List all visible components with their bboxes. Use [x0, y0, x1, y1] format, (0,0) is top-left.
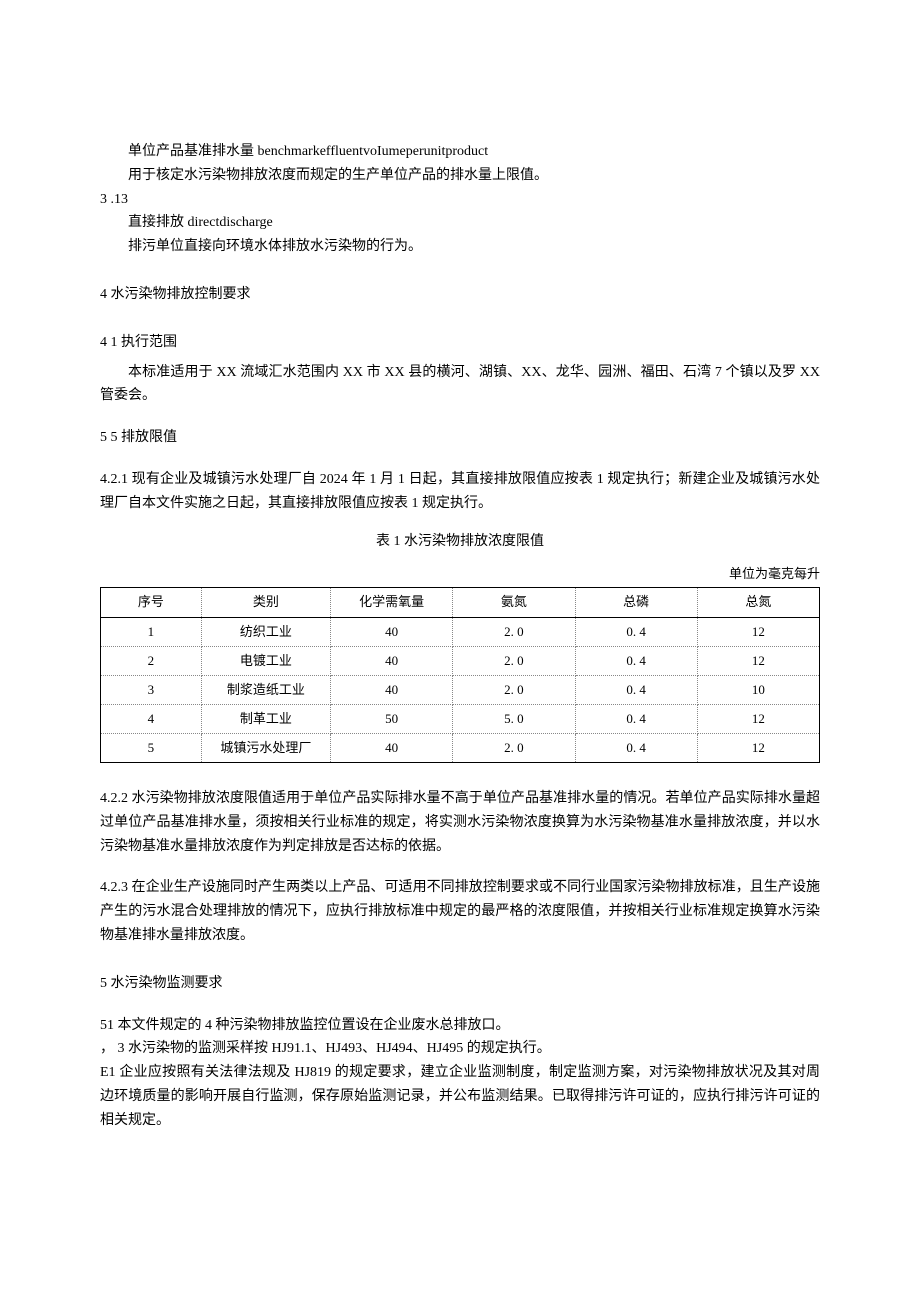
table-cell: 40 [331, 617, 453, 646]
section-5-5-heading: 5 5 排放限值 [100, 426, 820, 450]
table-cell: 0. 4 [575, 646, 697, 675]
table-cell: 0. 4 [575, 617, 697, 646]
table-row: 3制浆造纸工业402. 00. 410 [101, 675, 820, 704]
section-5-title: 5 水污染物监测要求 [100, 972, 820, 996]
table-col-cod: 化学需氧量 [331, 588, 453, 617]
table-row: 4制革工业505. 00. 412 [101, 704, 820, 733]
table-row: 5城镇污水处理厂402. 00. 412 [101, 733, 820, 762]
table-col-tn: 总氮 [697, 588, 819, 617]
table-cell: 2 [101, 646, 202, 675]
section-4-1-heading: 4 1 执行范围 [100, 331, 820, 355]
table-cell: 0. 4 [575, 733, 697, 762]
table-cell: 40 [331, 675, 453, 704]
table-header-row: 序号 类别 化学需氧量 氨氮 总磷 总氮 [101, 588, 820, 617]
table-cell: 2. 0 [453, 646, 575, 675]
table-cell: 50 [331, 704, 453, 733]
table-cell: 2. 0 [453, 617, 575, 646]
table-1: 序号 类别 化学需氧量 氨氮 总磷 总氮 1纺织工业402. 00. 4122电… [100, 587, 820, 763]
table-cell: 0. 4 [575, 675, 697, 704]
table-cell: 电镀工业 [201, 646, 330, 675]
table-cell: 5 [101, 733, 202, 762]
definition-term-directdischarge: 直接排放 directdischarge [100, 211, 820, 235]
paragraph-5-3: ， 3 水污染物的监测采样按 HJ91.1、HJ493、HJ494、HJ495 … [100, 1037, 820, 1061]
section-4-title: 4 水污染物排放控制要求 [100, 283, 820, 307]
table-1-caption: 表 1 水污染物排放浓度限值 [100, 530, 820, 554]
definition-desc-benchmark: 用于核定水污染物排放浓度而规定的生产单位产品的排水量上限值。 [100, 164, 820, 188]
table-cell: 纺织工业 [201, 617, 330, 646]
table-cell: 40 [331, 733, 453, 762]
table-row: 1纺织工业402. 00. 412 [101, 617, 820, 646]
paragraph-4-2-3: 4.2.3 在企业生产设施同时产生两类以上产品、可适用不同排放控制要求或不同行业… [100, 876, 820, 947]
table-cell: 12 [697, 733, 819, 762]
table-cell: 1 [101, 617, 202, 646]
table-cell: 40 [331, 646, 453, 675]
table-cell: 12 [697, 617, 819, 646]
table-col-nh3n: 氨氮 [453, 588, 575, 617]
table-cell: 5. 0 [453, 704, 575, 733]
table-cell: 0. 4 [575, 704, 697, 733]
table-cell: 10 [697, 675, 819, 704]
table-cell: 12 [697, 704, 819, 733]
table-cell: 12 [697, 646, 819, 675]
table-cell: 4 [101, 704, 202, 733]
table-cell: 制革工业 [201, 704, 330, 733]
table-col-category: 类别 [201, 588, 330, 617]
section-4-1-body: 本标准适用于 XX 流域汇水范围内 XX 市 XX 县的横河、湖镇、XX、龙华、… [100, 361, 820, 409]
paragraph-5-e1: E1 企业应按照有关法律法规及 HJ819 的规定要求，建立企业监测制度，制定监… [100, 1061, 820, 1132]
table-cell: 2. 0 [453, 733, 575, 762]
table-cell: 制浆造纸工业 [201, 675, 330, 704]
table-cell: 2. 0 [453, 675, 575, 704]
section-number-3-13: 3 .13 [100, 188, 820, 212]
definition-desc-directdischarge: 排污单位直接向环境水体排放水污染物的行为。 [100, 235, 820, 259]
definition-term-benchmark: 单位产品基准排水量 benchmarkeffluentvoIumeperunit… [100, 140, 820, 164]
paragraph-4-2-1: 4.2.1 现有企业及城镇污水处理厂自 2024 年 1 月 1 日起，其直接排… [100, 468, 820, 516]
table-cell: 城镇污水处理厂 [201, 733, 330, 762]
table-col-seq: 序号 [101, 588, 202, 617]
paragraph-5-1: 51 本文件规定的 4 种污染物排放监控位置设在企业废水总排放口。 [100, 1014, 820, 1038]
table-row: 2电镀工业402. 00. 412 [101, 646, 820, 675]
table-col-tp: 总磷 [575, 588, 697, 617]
paragraph-4-2-2: 4.2.2 水污染物排放浓度限值适用于单位产品实际排水量不高于单位产品基准排水量… [100, 787, 820, 858]
table-cell: 3 [101, 675, 202, 704]
table-1-wrap: 单位为毫克每升 序号 类别 化学需氧量 氨氮 总磷 总氮 1纺织工业402. 0… [100, 563, 820, 763]
table-1-unit: 单位为毫克每升 [100, 563, 820, 585]
